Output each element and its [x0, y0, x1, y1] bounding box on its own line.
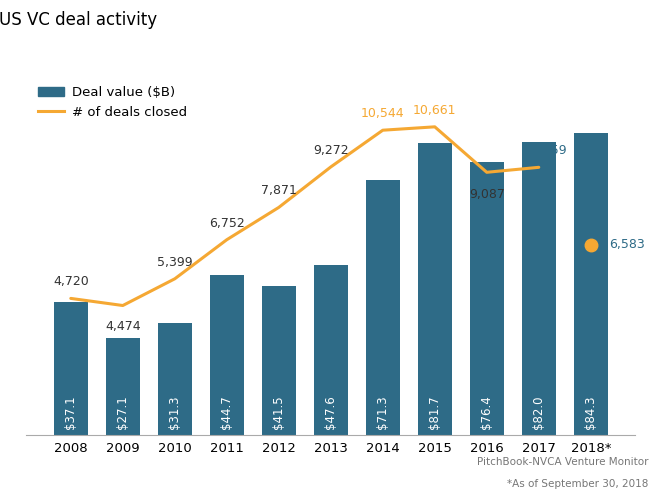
Text: $76.4: $76.4: [480, 396, 493, 429]
Text: 9,272: 9,272: [313, 144, 348, 157]
Text: $37.1: $37.1: [64, 396, 77, 429]
Bar: [574, 133, 608, 435]
Text: $84.3: $84.3: [584, 396, 597, 429]
Text: 6,752: 6,752: [209, 216, 245, 230]
Text: 10,544: 10,544: [361, 107, 405, 120]
Bar: [106, 338, 140, 435]
Text: 9,259: 9,259: [531, 144, 567, 157]
Bar: [418, 143, 452, 435]
Text: $82.0: $82.0: [533, 396, 545, 429]
Text: PitchBook-NVCA Venture Monitor: PitchBook-NVCA Venture Monitor: [477, 457, 648, 467]
Text: 4,720: 4,720: [53, 275, 88, 288]
Text: 4,474: 4,474: [105, 320, 141, 333]
Text: $47.6: $47.6: [324, 396, 337, 429]
Bar: [262, 287, 295, 435]
Bar: [158, 323, 192, 435]
Text: $31.3: $31.3: [168, 396, 181, 429]
Text: 7,871: 7,871: [261, 184, 297, 197]
Legend: Deal value ($B), # of deals closed: Deal value ($B), # of deals closed: [33, 81, 193, 124]
Bar: [366, 180, 400, 435]
Text: $44.7: $44.7: [220, 396, 233, 429]
Text: 9,087: 9,087: [469, 188, 505, 201]
Text: 5,399: 5,399: [157, 256, 193, 269]
Text: *As of September 30, 2018: *As of September 30, 2018: [507, 479, 648, 489]
Bar: [210, 275, 244, 435]
Bar: [522, 141, 555, 435]
Text: $71.3: $71.3: [376, 396, 389, 429]
Text: $41.5: $41.5: [272, 396, 286, 429]
Bar: [470, 162, 504, 435]
Text: 10,661: 10,661: [413, 104, 457, 117]
Text: US VC deal activity: US VC deal activity: [0, 11, 157, 29]
Bar: [314, 264, 348, 435]
Text: 6,583: 6,583: [609, 238, 645, 251]
Text: $27.1: $27.1: [117, 396, 129, 429]
Bar: [54, 302, 88, 435]
Text: $81.7: $81.7: [428, 396, 441, 429]
